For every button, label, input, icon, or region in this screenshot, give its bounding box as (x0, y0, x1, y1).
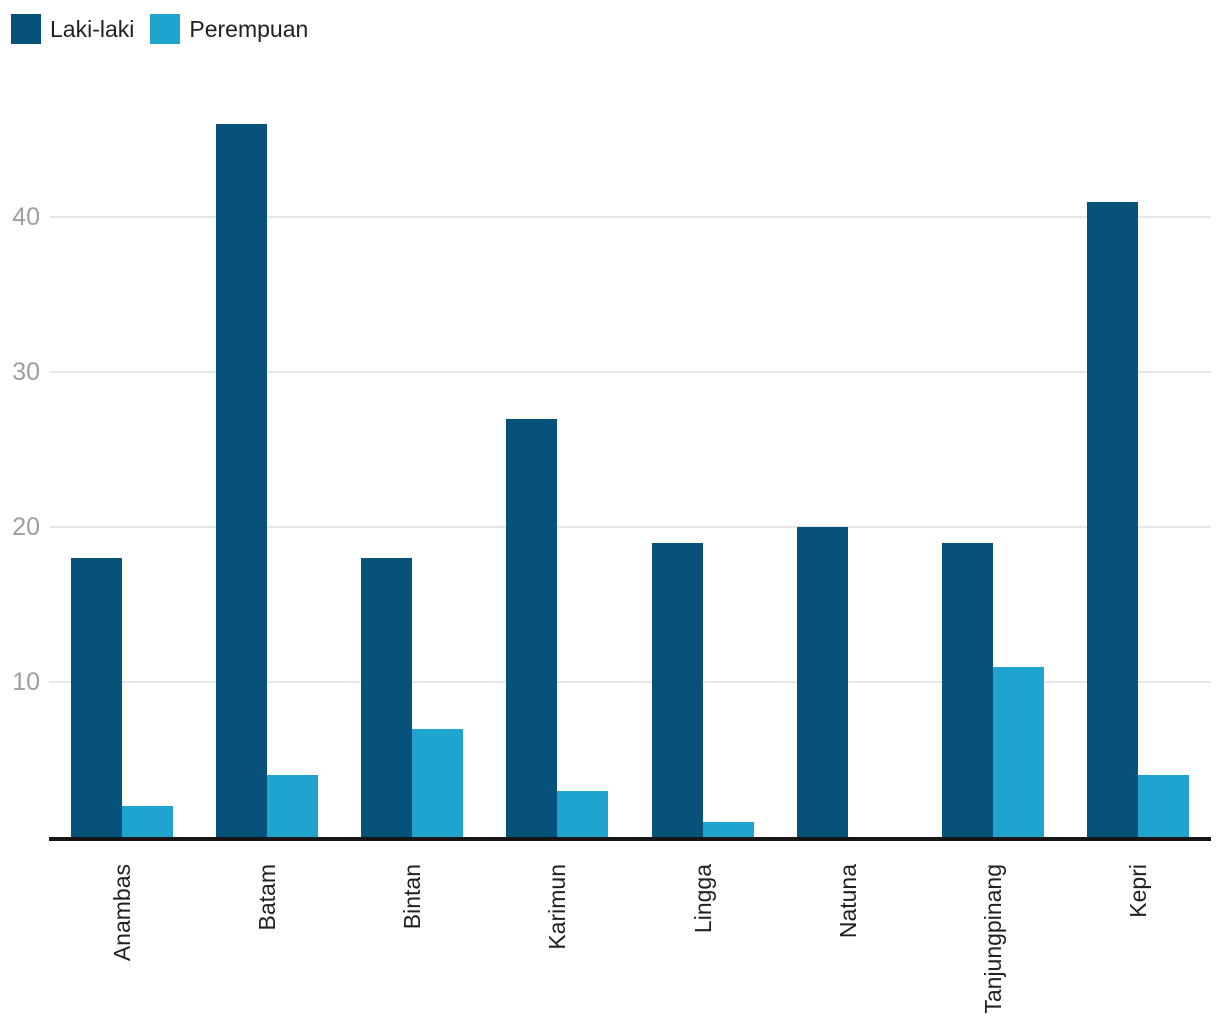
bar-perempuan-lingga[interactable] (702, 821, 754, 837)
x-axis-label-lingga: Lingga (689, 864, 716, 934)
bar-laki-laki-lingga[interactable] (651, 542, 703, 837)
x-axis-label-bintan: Bintan (399, 864, 426, 930)
gridline-40 (49, 216, 1211, 218)
bar-laki-laki-karimun[interactable] (506, 418, 558, 837)
bar-perempuan-bintan[interactable] (412, 728, 464, 837)
gridline-10 (49, 681, 1211, 683)
legend-item-laki-laki[interactable]: Laki-laki (11, 14, 134, 44)
y-axis-tick-label-20: 20 (12, 513, 40, 541)
legend-label: Perempuan (189, 16, 309, 42)
x-axis-label-tanjungpinang: Tanjungpinang (980, 864, 1007, 1014)
bar-laki-laki-natuna[interactable] (796, 527, 848, 837)
gridline-30 (49, 371, 1211, 373)
legend-item-perempuan[interactable]: Perempuan (150, 14, 308, 44)
bar-perempuan-karimun[interactable] (557, 790, 609, 837)
x-axis-label-karimun: Karimun (544, 864, 571, 950)
bar-laki-laki-batam[interactable] (215, 124, 267, 837)
gridline-20 (49, 526, 1211, 528)
legend-swatch-perempuan (150, 14, 181, 44)
y-axis-tick-label-40: 40 (12, 203, 40, 231)
x-axis-label-kepri: Kepri (1125, 864, 1152, 918)
bar-perempuan-batam[interactable] (266, 775, 318, 837)
y-axis-tick-label-10: 10 (12, 668, 40, 696)
bar-perempuan-tanjungpinang[interactable] (993, 666, 1045, 837)
legend: Laki-laki Perempuan (11, 14, 308, 44)
bar-perempuan-kepri[interactable] (1138, 775, 1190, 837)
x-axis-label-batam: Batam (253, 864, 280, 931)
x-axis-label-natuna: Natuna (834, 864, 861, 939)
legend-swatch-laki-laki (11, 14, 41, 44)
y-axis-tick-label-30: 30 (12, 358, 40, 386)
x-axis-label-anambas: Anambas (108, 864, 135, 962)
bar-laki-laki-tanjungpinang[interactable] (942, 542, 994, 837)
bar-laki-laki-kepri[interactable] (1087, 201, 1139, 837)
bar-laki-laki-bintan[interactable] (361, 558, 413, 837)
x-axis-line (49, 837, 1211, 841)
legend-label: Laki-laki (50, 16, 135, 42)
bar-laki-laki-anambas[interactable] (70, 558, 122, 837)
bar-perempuan-anambas[interactable] (121, 806, 173, 837)
